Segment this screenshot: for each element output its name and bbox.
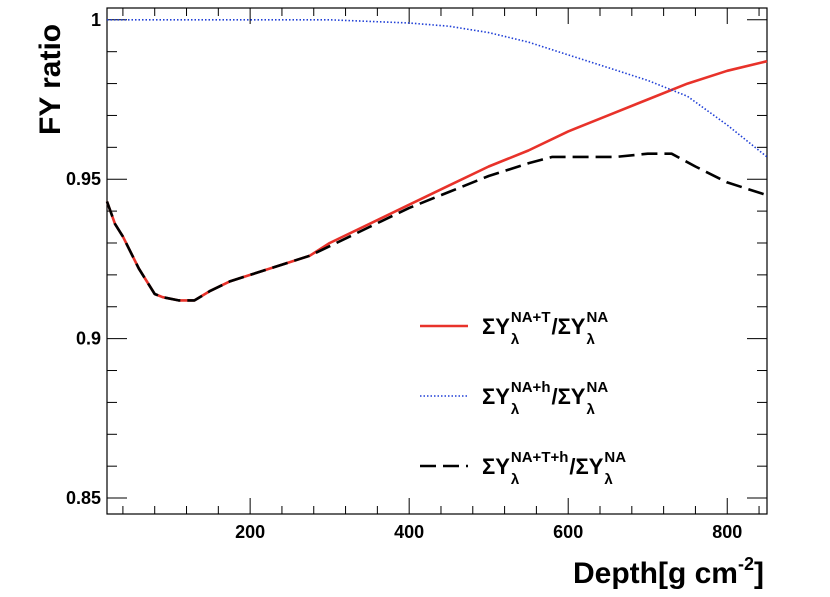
- x-axis-title-tail: ]: [754, 557, 764, 590]
- x-tick-label: 800: [712, 522, 742, 542]
- y-axis-title: FY ratio: [34, 24, 67, 135]
- x-axis-title-main: Depth[g cm: [573, 557, 738, 590]
- x-axis-title: Depth[g cm-2]: [573, 554, 764, 590]
- y-tick-label: 0.85: [66, 488, 101, 508]
- y-tick-label: 0.9: [76, 329, 101, 349]
- plot-frame: [106, 7, 768, 515]
- x-tick-label: 600: [553, 522, 583, 542]
- x-tick-labels: 200 400 600 800: [235, 522, 742, 542]
- x-tick-label: 400: [394, 522, 424, 542]
- y-tick-label: 0.95: [66, 169, 101, 189]
- legend: ΣYNA+T λ/ΣYNA λ ΣYNA+h λ/ΣYNA λ ΣYNA+T+h λ/ΣYNA…: [420, 309, 626, 488]
- y-tick-labels: 0.85 0.9 0.95 1: [66, 10, 101, 508]
- series-lines: [105, 18, 768, 302]
- x-tick-label: 200: [235, 522, 265, 542]
- series-line-1: [105, 59, 768, 302]
- legend-label-2: ΣYNA+h λ/ΣYNA λ: [482, 379, 608, 418]
- x-axis-title-sup: -2: [738, 554, 754, 574]
- legend-label-3: ΣYNA+T+h λ/ΣYNA λ: [482, 449, 626, 488]
- legend-label-1: ΣYNA+T λ/ΣYNA λ: [482, 309, 608, 348]
- axis-ticks: [107, 8, 767, 514]
- y-tick-label: 1: [91, 10, 101, 30]
- series-line-3: [105, 152, 768, 302]
- series-line-2: [107, 18, 768, 158]
